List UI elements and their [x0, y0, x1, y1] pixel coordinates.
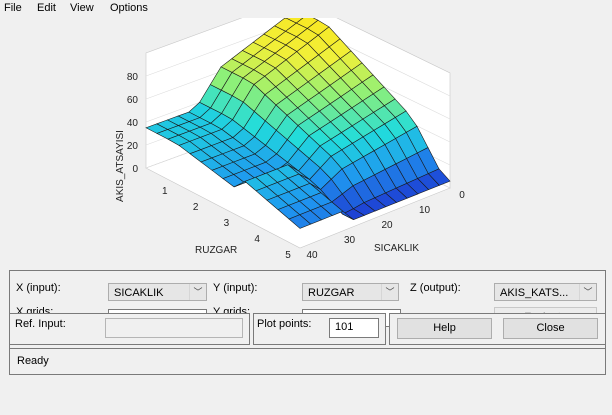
ref-input-field[interactable] — [105, 318, 243, 338]
z-axis-label: AKIS_ATSAYISI — [115, 130, 126, 202]
x-axis-label: SICAKLIK — [374, 243, 419, 254]
z-output-label: Z (output): — [410, 282, 461, 294]
y-tick-label: 4 — [254, 234, 260, 245]
x-input-label: X (input): — [16, 282, 61, 294]
x-tick-label: 40 — [306, 250, 318, 261]
ref-input-label: Ref. Input: — [15, 318, 66, 330]
menu-file[interactable]: File — [4, 2, 22, 14]
x-tick-label: 0 — [459, 190, 465, 201]
chevron-down-icon: ﹀ — [381, 284, 398, 300]
status-text: Ready — [17, 355, 49, 367]
surface-plot-area: 0 20 40 60 80 1 2 3 4 5 0 10 20 30 40 AKIS_ATSAYISI SI… — [0, 18, 612, 266]
z-tick-label: 40 — [127, 118, 139, 129]
status-bar — [9, 348, 606, 375]
y-input-label: Y (input): — [213, 282, 258, 294]
help-button[interactable]: Help — [397, 318, 492, 339]
x-input-value: SICAKLIK — [114, 287, 164, 299]
tick-labels: 0 20 40 60 80 1 2 3 4 5 0 10 20 30 40 — [127, 72, 465, 261]
y-tick-label: 3 — [224, 218, 230, 229]
y-input-select[interactable]: RUZGAR ﹀ — [302, 283, 399, 301]
menu-edit[interactable]: Edit — [37, 2, 56, 14]
chevron-down-icon: ﹀ — [189, 284, 206, 300]
x-tick-label: 30 — [344, 235, 356, 246]
surface-mesh — [145, 18, 451, 229]
menu-options[interactable]: Options — [110, 2, 148, 14]
y-axis-label: RUZGAR — [195, 245, 237, 256]
z-tick-label: 20 — [127, 141, 139, 152]
y-tick-label: 1 — [162, 186, 168, 197]
close-button[interactable]: Close — [503, 318, 598, 339]
y-tick-label: 5 — [285, 250, 291, 261]
surface-cell — [288, 214, 312, 229]
z-tick-label: 60 — [127, 95, 139, 106]
z-output-select[interactable]: AKIS_KATS... ﹀ — [494, 283, 597, 301]
menu-bar: File Edit View Options — [0, 0, 612, 18]
y-input-value: RUZGAR — [308, 287, 355, 299]
menu-view[interactable]: View — [70, 2, 94, 14]
surface-plot[interactable]: 0 20 40 60 80 1 2 3 4 5 0 10 20 30 40 AKIS_ATSAYISI SI… — [0, 18, 612, 266]
y-tick-label: 2 — [193, 202, 199, 213]
z-output-value: AKIS_KATS... — [500, 287, 569, 299]
x-tick-label: 20 — [381, 220, 393, 231]
plot-points-field[interactable]: 101 — [329, 318, 379, 338]
z-tick-label: 80 — [127, 72, 139, 83]
plot-points-label: Plot points: — [257, 318, 312, 330]
chevron-down-icon: ﹀ — [579, 284, 596, 300]
z-tick-label: 0 — [132, 164, 138, 175]
x-tick-label: 10 — [419, 205, 431, 216]
x-input-select[interactable]: SICAKLIK ﹀ — [108, 283, 207, 301]
